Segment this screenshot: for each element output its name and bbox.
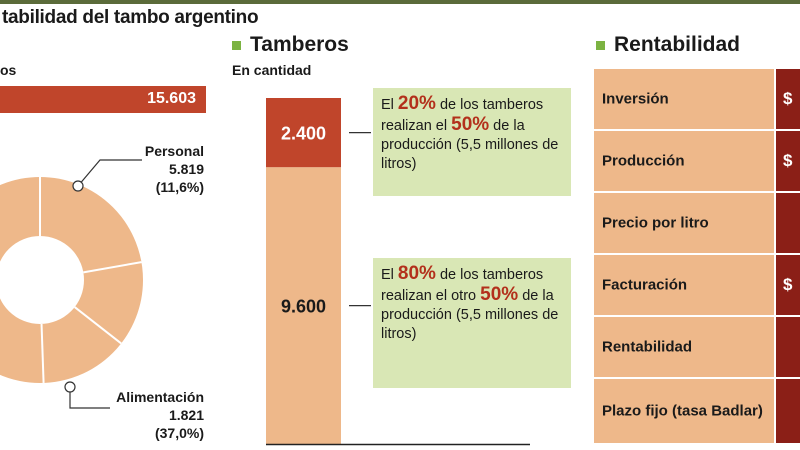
rent-row-inversion: Inversión	[594, 69, 774, 129]
note-80-percent: El 80% de los tamberos realizan el otro …	[373, 258, 571, 388]
rent-row-label: Rentabilidad	[602, 338, 693, 356]
note-highlight: 50%	[480, 284, 519, 305]
rentabilidad-heading-text: Rentabilidad	[614, 33, 741, 56]
segment-label-personal: Personal 5.819 (11,6%)	[145, 142, 204, 196]
page-title: tabilidad del tambo argentino	[2, 7, 259, 28]
donut-divider	[74, 306, 122, 345]
rentabilidad-heading: Rentabilidad	[596, 33, 740, 57]
marker-personal	[72, 180, 84, 192]
rent-value-facturacion: $	[776, 255, 800, 315]
leader-line-personal	[77, 159, 142, 187]
rent-row-plazo-fijo: Plazo fijo (tasa Badlar)	[594, 379, 774, 443]
costs-donut-chart	[0, 159, 143, 409]
bar-segment-label-0: 9.600	[281, 297, 326, 317]
note-text: de los tamberos realizan el otro	[381, 267, 544, 304]
tamberos-subheading: En cantidad	[232, 62, 312, 78]
segment-name: Alimentación	[116, 389, 204, 405]
rent-value-inversion: $	[776, 69, 800, 129]
segment-value: 1.821	[168, 407, 204, 423]
rent-value-precio	[776, 193, 800, 253]
note-highlight: 50%	[451, 114, 490, 135]
rent-value-text: $	[783, 151, 793, 170]
rent-value-text: $	[783, 275, 793, 294]
rent-row-rentabilidad: Rentabilidad	[594, 317, 774, 377]
rent-row-label: Plazo fijo (tasa Badlar)	[602, 402, 763, 420]
note-text: de la producción (5,5 millones de litros…	[381, 118, 559, 172]
rentabilidad-table: Inversión $ Producción $ Precio por litr…	[594, 69, 800, 445]
donut-divider	[40, 323, 45, 383]
segment-name: Personal	[144, 143, 204, 159]
costs-subheading: os	[0, 62, 17, 78]
rent-value-rentabilidad	[776, 317, 800, 377]
bullet-square-icon	[596, 40, 605, 50]
bar-segment-label-1: 2.400	[281, 124, 326, 144]
marker-alimentacion	[64, 381, 76, 393]
tamberos-bar-chart: 9.600 2.400	[266, 98, 530, 446]
rent-value-plazo-fijo	[776, 379, 800, 443]
segment-label-alimentacion: Alimentación 1.821 (37,0%)	[116, 388, 204, 442]
rent-row-label: Producción	[602, 152, 685, 170]
tamberos-heading-text: Tamberos	[250, 33, 349, 56]
rent-row-label: Precio por litro	[602, 214, 709, 232]
note-text: El	[381, 267, 398, 283]
bullet-square-icon	[232, 40, 241, 50]
note-20-percent: El 20% de los tamberos realizan el 50% d…	[373, 88, 571, 196]
rent-value-text: $	[783, 89, 793, 108]
tamberos-heading: Tamberos	[232, 33, 349, 57]
rent-row-label: Inversión	[602, 90, 669, 108]
leader-line-alimentacion	[69, 387, 110, 409]
costs-total-value: 15.603	[147, 90, 196, 107]
note-highlight: 20%	[397, 93, 436, 114]
segment-pct: (37,0%)	[154, 425, 204, 441]
segment-pct: (11,6%)	[155, 179, 204, 195]
note-text: de la producción (5,5 millones de litros…	[381, 288, 559, 342]
note-text: de los tamberos realizan el	[381, 97, 544, 134]
rent-row-precio: Precio por litro	[594, 193, 774, 253]
rent-row-label: Facturación	[602, 276, 688, 294]
top-rule	[0, 0, 800, 4]
rent-row-facturacion: Facturación	[594, 255, 774, 315]
rent-value-produccion: $	[776, 131, 800, 191]
note-highlight: 80%	[397, 263, 436, 284]
segment-value: 5.819	[168, 161, 204, 177]
bar-segment-1	[266, 98, 341, 168]
donut-ring	[0, 177, 143, 383]
bar-segment-0	[266, 167, 341, 444]
rent-row-produccion: Producción	[594, 131, 774, 191]
donut-divider	[83, 261, 142, 274]
costs-total-bar: 15.603	[0, 86, 206, 113]
note-text: El	[381, 97, 398, 113]
